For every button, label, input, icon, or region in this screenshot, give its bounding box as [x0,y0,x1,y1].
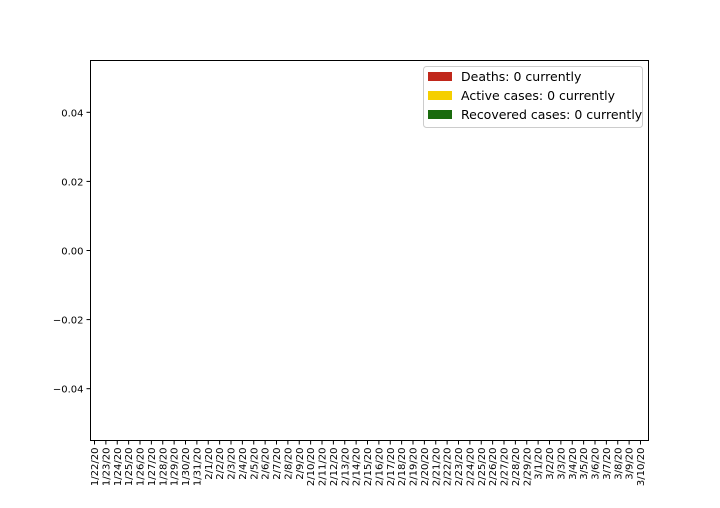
x-tick-label: 1/31/20 [192,448,203,487]
x-tick-label: 2/19/20 [409,448,420,487]
x-tick-label: 2/9/20 [295,448,306,480]
x-tick-label: 1/23/20 [101,448,112,487]
legend: Deaths: 0 currently Active cases: 0 curr… [423,66,643,128]
x-tick-label: 1/22/20 [90,448,101,487]
x-tick-label: 2/10/20 [306,448,317,487]
x-tick-label: 3/9/20 [625,448,636,480]
x-tick-label: 2/15/20 [363,448,374,487]
x-tick-label: 2/4/20 [238,448,249,480]
x-tick-label: 1/24/20 [113,448,124,487]
x-tick-label: 2/22/20 [443,448,454,487]
x-tick-label: 1/29/20 [170,448,181,487]
x-tick-label: 2/11/20 [318,448,329,487]
x-tick-label: 3/6/20 [591,448,602,480]
x-tick-label: 2/13/20 [340,448,351,487]
y-tick-label: 0.00 [61,247,83,258]
legend-label-active: Active cases: 0 currently [461,88,616,103]
x-tick-label: 2/18/20 [397,448,408,487]
legend-swatch-active [428,91,452,100]
y-tick-label: 0.02 [61,177,83,188]
x-tick-label: 2/16/20 [374,448,385,487]
x-axis: 1/22/20 1/23/20 1/24/20 1/25/20 1/26/20 1/27/… [90,440,647,487]
y-tick-label: −0.04 [53,385,84,396]
y-tick-label: 0.04 [61,108,83,119]
x-tick-label: 2/8/20 [283,448,294,480]
legend-item-active: Active cases: 0 currently [428,88,616,103]
legend-swatch-recovered [428,110,452,119]
x-tick-label: 2/3/20 [227,448,238,480]
legend-item-recovered: Recovered cases: 0 currently [428,107,643,122]
x-tick-label: 2/5/20 [249,448,260,480]
x-tick-label: 1/28/20 [158,448,169,487]
x-tick-label: 3/7/20 [602,448,613,480]
x-tick-label: 3/3/20 [556,448,567,480]
x-tick-label: 2/20/20 [420,448,431,487]
x-tick-label: 2/21/20 [431,448,442,487]
x-tick-label: 2/25/20 [477,448,488,487]
legend-swatch-deaths [428,72,452,81]
x-tick-label: 3/1/20 [534,448,545,480]
legend-label-deaths: Deaths: 0 currently [461,69,582,84]
x-tick-label: 3/5/20 [579,448,590,480]
x-tick-label: 2/28/20 [511,448,522,487]
x-tick-label: 3/8/20 [613,448,624,480]
legend-frame [423,66,643,128]
x-tick-label: 2/14/20 [352,448,363,487]
x-tick-label: 2/24/20 [465,448,476,487]
x-tick-label: 3/10/20 [636,448,647,487]
x-tick-label: 2/2/20 [215,448,226,480]
x-tick-label: 2/27/20 [500,448,511,487]
x-tick-label: 2/7/20 [272,448,283,480]
x-tick-label: 2/26/20 [488,448,499,487]
y-tick-label: −0.02 [53,316,84,327]
legend-item-deaths: Deaths: 0 currently [428,69,582,84]
x-tick-label: 2/23/20 [454,448,465,487]
y-axis: 0.04 0.02 0.00 −0.02 −0.04 [53,108,91,396]
x-tick-label: 2/6/20 [261,448,272,480]
x-tick-label: 2/17/20 [386,448,397,487]
x-tick-label: 2/12/20 [329,448,340,487]
x-tick-label: 1/27/20 [147,448,158,487]
x-tick-label: 1/25/20 [124,448,135,487]
x-tick-label: 3/2/20 [545,448,556,480]
x-tick-label: 1/30/20 [181,448,192,487]
x-tick-label: 2/1/20 [204,448,215,480]
x-tick-label: 1/26/20 [136,448,147,487]
x-tick-label: 3/4/20 [568,448,579,480]
x-tick-label: 2/29/20 [522,448,533,487]
legend-label-recovered: Recovered cases: 0 currently [461,107,643,122]
